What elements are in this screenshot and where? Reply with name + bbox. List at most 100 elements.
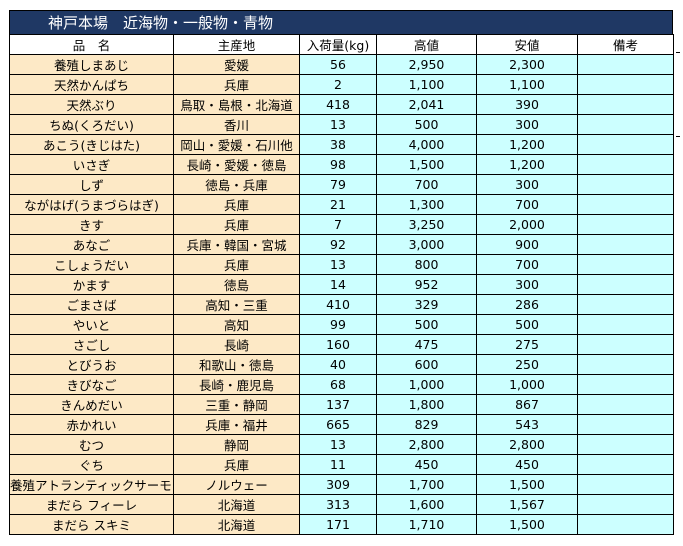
cell-volume: 418 (299, 94, 377, 115)
cell-note (577, 394, 674, 415)
cell-note (577, 234, 674, 255)
cell-name: 赤かれい (9, 414, 174, 435)
cell-origin: 兵庫 (173, 74, 300, 95)
cell-low: 1,000 (476, 374, 578, 395)
cell-note (577, 434, 674, 455)
table-row: とびうお 和歌山・徳島 40 600 250 (9, 354, 674, 375)
cell-origin: 三重・静岡 (173, 394, 300, 415)
cell-origin: 兵庫・福井 (173, 414, 300, 435)
cell-note (577, 54, 674, 75)
cell-volume: 40 (299, 354, 377, 375)
cell-low: 1,500 (476, 514, 578, 535)
cell-name: まだら スキミ (9, 514, 174, 535)
margin-tick (676, 52, 680, 53)
cell-name: きす (9, 214, 174, 235)
cell-volume: 68 (299, 374, 377, 395)
table-row: きんめだい 三重・静岡 137 1,800 867 (9, 394, 674, 415)
cell-origin: 愛媛 (173, 54, 300, 75)
cell-volume: 38 (299, 134, 377, 155)
cell-name: ながはげ(うまづらはぎ) (9, 194, 174, 215)
cell-volume: 2 (299, 74, 377, 95)
cell-name: さごし (9, 334, 174, 355)
cell-origin: 鳥取・島根・北海道 (173, 94, 300, 115)
table-row: まだら フィーレ 北海道 313 1,600 1,567 (9, 494, 674, 515)
cell-high: 600 (376, 354, 477, 375)
cell-volume: 13 (299, 254, 377, 275)
table-row: 養殖アトランティックサーモン ノルウェー 309 1,700 1,500 (9, 474, 674, 495)
cell-note (577, 254, 674, 275)
cell-low: 543 (476, 414, 578, 435)
cell-origin: 北海道 (173, 494, 300, 515)
cell-origin: 兵庫 (173, 214, 300, 235)
cell-low: 1,567 (476, 494, 578, 515)
cell-volume: 7 (299, 214, 377, 235)
cell-name: 天然ぶり (9, 94, 174, 115)
cell-high: 829 (376, 414, 477, 435)
cell-volume: 21 (299, 194, 377, 215)
cell-origin: ノルウェー (173, 474, 300, 495)
cell-note (577, 414, 674, 435)
cell-name: やいと (9, 314, 174, 335)
cell-origin: 高知・三重 (173, 294, 300, 315)
price-table: 品 名 主産地 入荷量(kg) 高値 安値 備考 養殖しまあじ 愛媛 56 2,950… (9, 34, 674, 535)
cell-note (577, 374, 674, 395)
table-row: 天然かんぱち 兵庫 2 1,100 1,100 (9, 74, 674, 95)
table-row: 天然ぶり 鳥取・島根・北海道 418 2,041 390 (9, 94, 674, 115)
cell-name: いさぎ (9, 154, 174, 175)
header-row: 品 名 主産地 入荷量(kg) 高値 安値 備考 (9, 34, 674, 55)
table-row: むつ 静岡 13 2,800 2,800 (9, 434, 674, 455)
cell-low: 300 (476, 174, 578, 195)
cell-high: 1,800 (376, 394, 477, 415)
cell-name: こしょうだい (9, 254, 174, 275)
cell-name: むつ (9, 434, 174, 455)
cell-volume: 137 (299, 394, 377, 415)
header-name: 品 名 (9, 34, 174, 55)
cell-low: 390 (476, 94, 578, 115)
cell-high: 329 (376, 294, 477, 315)
cell-origin: 兵庫 (173, 194, 300, 215)
cell-high: 1,300 (376, 194, 477, 215)
cell-high: 500 (376, 114, 477, 135)
cell-high: 800 (376, 254, 477, 275)
cell-low: 2,800 (476, 434, 578, 455)
table-row: まだら スキミ 北海道 171 1,710 1,500 (9, 514, 674, 535)
cell-name: かます (9, 274, 174, 295)
cell-origin: 長崎・愛媛・徳島 (173, 154, 300, 175)
header-low: 安値 (476, 34, 578, 55)
cell-low: 2,300 (476, 54, 578, 75)
cell-name: ちぬ(くろだい) (9, 114, 174, 135)
cell-origin: 兵庫 (173, 454, 300, 475)
cell-name: きびなご (9, 374, 174, 395)
cell-low: 1,500 (476, 474, 578, 495)
cell-volume: 13 (299, 114, 377, 135)
cell-low: 300 (476, 274, 578, 295)
cell-volume: 13 (299, 434, 377, 455)
cell-origin: 長崎 (173, 334, 300, 355)
cell-volume: 99 (299, 314, 377, 335)
cell-name: きんめだい (9, 394, 174, 415)
cell-name: 養殖しまあじ (9, 54, 174, 75)
cell-high: 2,950 (376, 54, 477, 75)
cell-origin: 兵庫・韓国・宮城 (173, 234, 300, 255)
price-sheet: 神戸本場 近海物・一般物・青物 品 名 主産地 入荷量(kg) 高値 安値 備考… (9, 10, 674, 535)
cell-name: とびうお (9, 354, 174, 375)
cell-high: 475 (376, 334, 477, 355)
cell-high: 1,710 (376, 514, 477, 535)
table-row: あこう(きじはた) 岡山・愛媛・石川他 38 4,000 1,200 (9, 134, 674, 155)
table-row: ごまさば 高知・三重 410 329 286 (9, 294, 674, 315)
cell-note (577, 94, 674, 115)
table-row: やいと 高知 99 500 500 (9, 314, 674, 335)
cell-name: しず (9, 174, 174, 195)
cell-volume: 14 (299, 274, 377, 295)
cell-name: あこう(きじはた) (9, 134, 174, 155)
cell-origin: 北海道 (173, 514, 300, 535)
cell-high: 2,041 (376, 94, 477, 115)
cell-name: 養殖アトランティックサーモン (9, 474, 174, 495)
table-row: ぐち 兵庫 11 450 450 (9, 454, 674, 475)
cell-note (577, 454, 674, 475)
cell-origin: 長崎・鹿児島 (173, 374, 300, 395)
cell-low: 700 (476, 254, 578, 275)
cell-low: 1,200 (476, 154, 578, 175)
cell-low: 500 (476, 314, 578, 335)
table-row: いさぎ 長崎・愛媛・徳島 98 1,500 1,200 (9, 154, 674, 175)
